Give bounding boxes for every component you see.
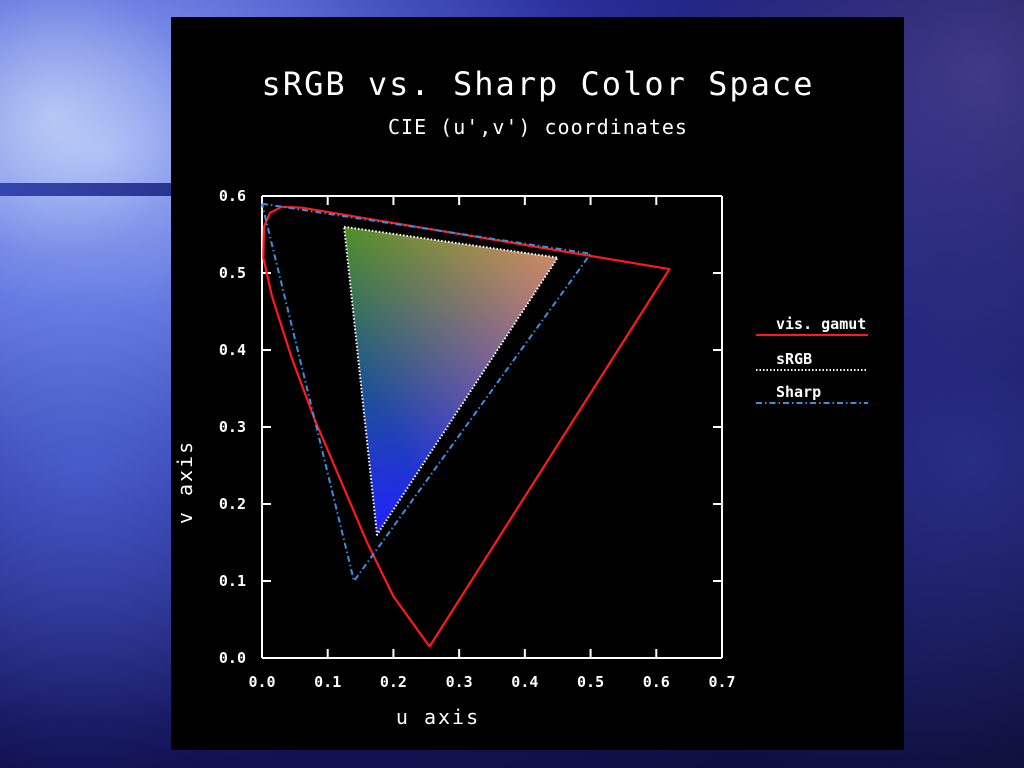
y-tick-label: 0.0 xyxy=(219,649,246,667)
srgb-fill-red xyxy=(344,226,558,535)
srgb-color-fill xyxy=(344,226,558,535)
y-tick-label: 0.3 xyxy=(219,418,246,436)
series-lines xyxy=(261,202,671,648)
y-axis-label: v axis xyxy=(173,440,197,524)
y-tick-label: 0.1 xyxy=(219,572,246,590)
axes: 0.0 0.1 0.2 0.3 0.4 0.5 0.6 0.7 0.0 0.1 0.2 0.3 0.4 0… xyxy=(219,187,736,691)
x-tick-label: 0.1 xyxy=(314,673,341,691)
legend: vis. gamut sRGB Sharp xyxy=(756,315,868,404)
y-tick-label: 0.4 xyxy=(219,341,246,359)
x-tick-label: 0.2 xyxy=(380,673,407,691)
x-tick-label: 0.6 xyxy=(643,673,670,691)
legend-label: sRGB xyxy=(776,350,812,368)
x-tick-label: 0.5 xyxy=(577,673,604,691)
background-bar xyxy=(0,183,176,196)
series-line-vis-gamut xyxy=(262,205,671,648)
chart-title: sRGB vs. Sharp Color Space xyxy=(262,65,815,103)
x-tick-label: 0.0 xyxy=(248,673,275,691)
y-tick-label: 0.2 xyxy=(219,495,246,513)
chart-panel xyxy=(171,17,904,750)
legend-label: Sharp xyxy=(776,383,821,401)
x-tick-label: 0.3 xyxy=(446,673,473,691)
legend-label: vis. gamut xyxy=(776,315,866,333)
x-axis-label: u axis xyxy=(396,705,480,729)
y-tick-label: 0.6 xyxy=(219,187,246,205)
chart-subtitle: CIE (u',v') coordinates xyxy=(388,115,688,139)
x-tick-label: 0.7 xyxy=(708,673,735,691)
series-line-sharp xyxy=(261,202,592,582)
x-tick-label: 0.4 xyxy=(511,673,538,691)
y-tick-label: 0.5 xyxy=(219,264,246,282)
